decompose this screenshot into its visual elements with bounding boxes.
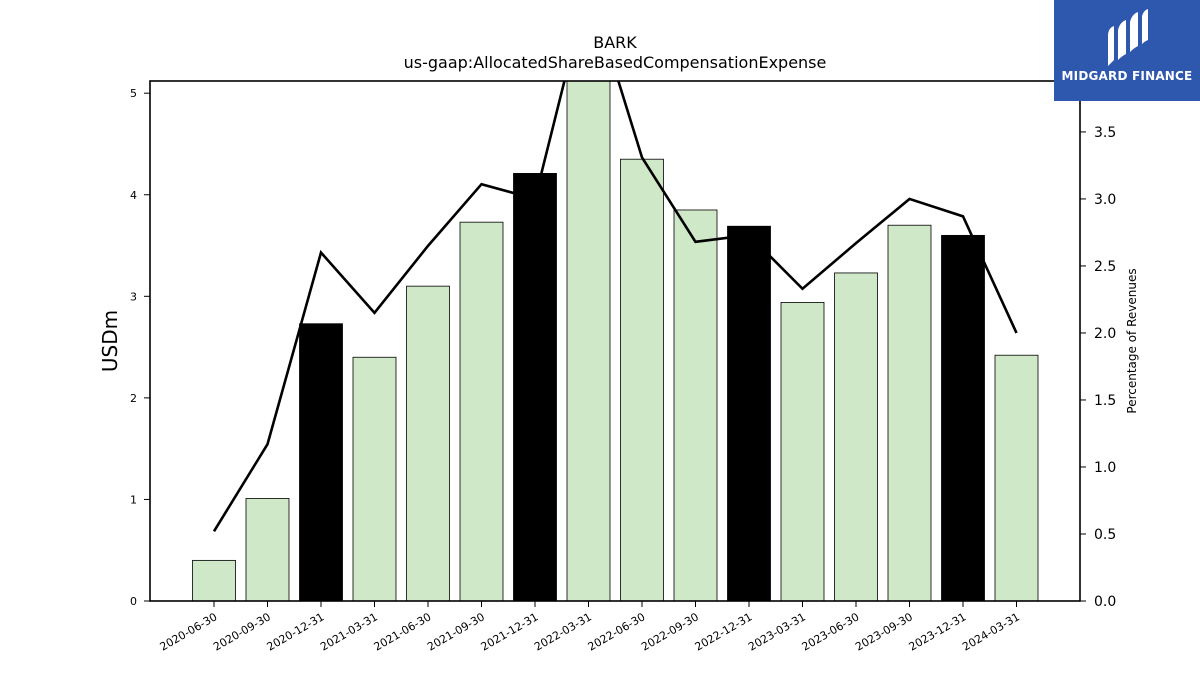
y2tick-label: 2.0 xyxy=(1094,326,1116,342)
bar-2020-06-30 xyxy=(192,559,236,601)
midgard-finance-logo: MIDGARD FINANCE xyxy=(1054,0,1200,101)
xtick-label: 2022-03-31 xyxy=(532,610,594,653)
xtick-label: 2023-06-30 xyxy=(800,610,862,653)
y2tick-label: 2.5 xyxy=(1094,259,1116,275)
xtick-label: 2020-09-30 xyxy=(211,610,273,653)
y2-axis-label: Percentage of Revenues xyxy=(1125,268,1139,413)
xtick-label: 2021-03-31 xyxy=(318,610,380,653)
chart-title: BARK xyxy=(593,33,637,52)
xtick-label: 2023-12-31 xyxy=(907,610,969,653)
bars-group xyxy=(192,81,1039,601)
ytick-label: 3 xyxy=(130,290,137,303)
bar-2022-03-31 xyxy=(566,81,611,601)
midgard-logo-icon xyxy=(1108,9,1148,66)
y2tick-label: 3.5 xyxy=(1094,125,1116,141)
ytick-label: 5 xyxy=(130,87,137,100)
xtick-label: 2021-06-30 xyxy=(372,610,434,653)
y2tick-label: 3.0 xyxy=(1094,192,1116,208)
xtick-label: 2022-09-30 xyxy=(639,610,701,653)
bar-2021-06-30 xyxy=(406,285,450,601)
ytick-label: 4 xyxy=(130,189,137,202)
bar-2024-03-31 xyxy=(994,354,1039,601)
ytick-label: 1 xyxy=(130,493,137,506)
bar-2023-09-30 xyxy=(887,224,932,601)
line-group xyxy=(212,81,1018,532)
bar-2020-09-30 xyxy=(245,498,290,601)
y-axis-label: USDm xyxy=(98,310,122,372)
xtick-label: 2022-12-31 xyxy=(693,610,755,653)
ytick-label: 0 xyxy=(130,595,137,608)
bar-2023-06-30 xyxy=(834,272,878,601)
percentage-line xyxy=(212,81,1018,532)
bar-2023-03-31 xyxy=(780,302,825,601)
plot-frame xyxy=(149,80,1081,602)
xtick-label: 2023-09-30 xyxy=(853,610,915,653)
y-axis-right: 0.0 0.5 1.0 1.5 2.0 2.5 3.0 3.5 xyxy=(1080,125,1116,610)
bar-2021-12-31 xyxy=(513,173,557,601)
y2tick-label: 1.0 xyxy=(1094,460,1116,476)
bar-2022-09-30 xyxy=(673,209,718,601)
y-axis-left: 0 1 2 3 4 5 xyxy=(130,87,150,608)
xtick-label: 2020-12-31 xyxy=(265,610,327,653)
bar-2020-12-31 xyxy=(299,323,343,601)
bar-2023-12-31 xyxy=(941,234,985,601)
bar-2021-03-31 xyxy=(352,356,397,601)
x-axis: 2020-06-302020-09-302020-12-312021-03-31… xyxy=(158,601,1022,654)
xtick-label: 2023-03-31 xyxy=(746,610,808,653)
chart-subtitle: us-gaap:AllocatedShareBasedCompensationE… xyxy=(404,53,827,72)
xtick-label: 2024-03-31 xyxy=(960,610,1022,653)
xtick-label: 2021-09-30 xyxy=(425,610,487,653)
xtick-label: 2020-06-30 xyxy=(158,610,220,653)
logo-text: MIDGARD FINANCE xyxy=(1061,69,1193,83)
bar-2022-06-30 xyxy=(620,158,664,601)
y2tick-label: 0.5 xyxy=(1094,527,1116,543)
xtick-label: 2021-12-31 xyxy=(479,610,541,653)
bar-2021-09-30 xyxy=(459,221,504,601)
y2tick-label: 0.0 xyxy=(1094,594,1116,610)
xtick-label: 2022-06-30 xyxy=(586,610,648,653)
bar-2022-12-31 xyxy=(727,225,771,601)
ytick-label: 2 xyxy=(130,392,137,405)
y2tick-label: 1.5 xyxy=(1094,393,1116,409)
